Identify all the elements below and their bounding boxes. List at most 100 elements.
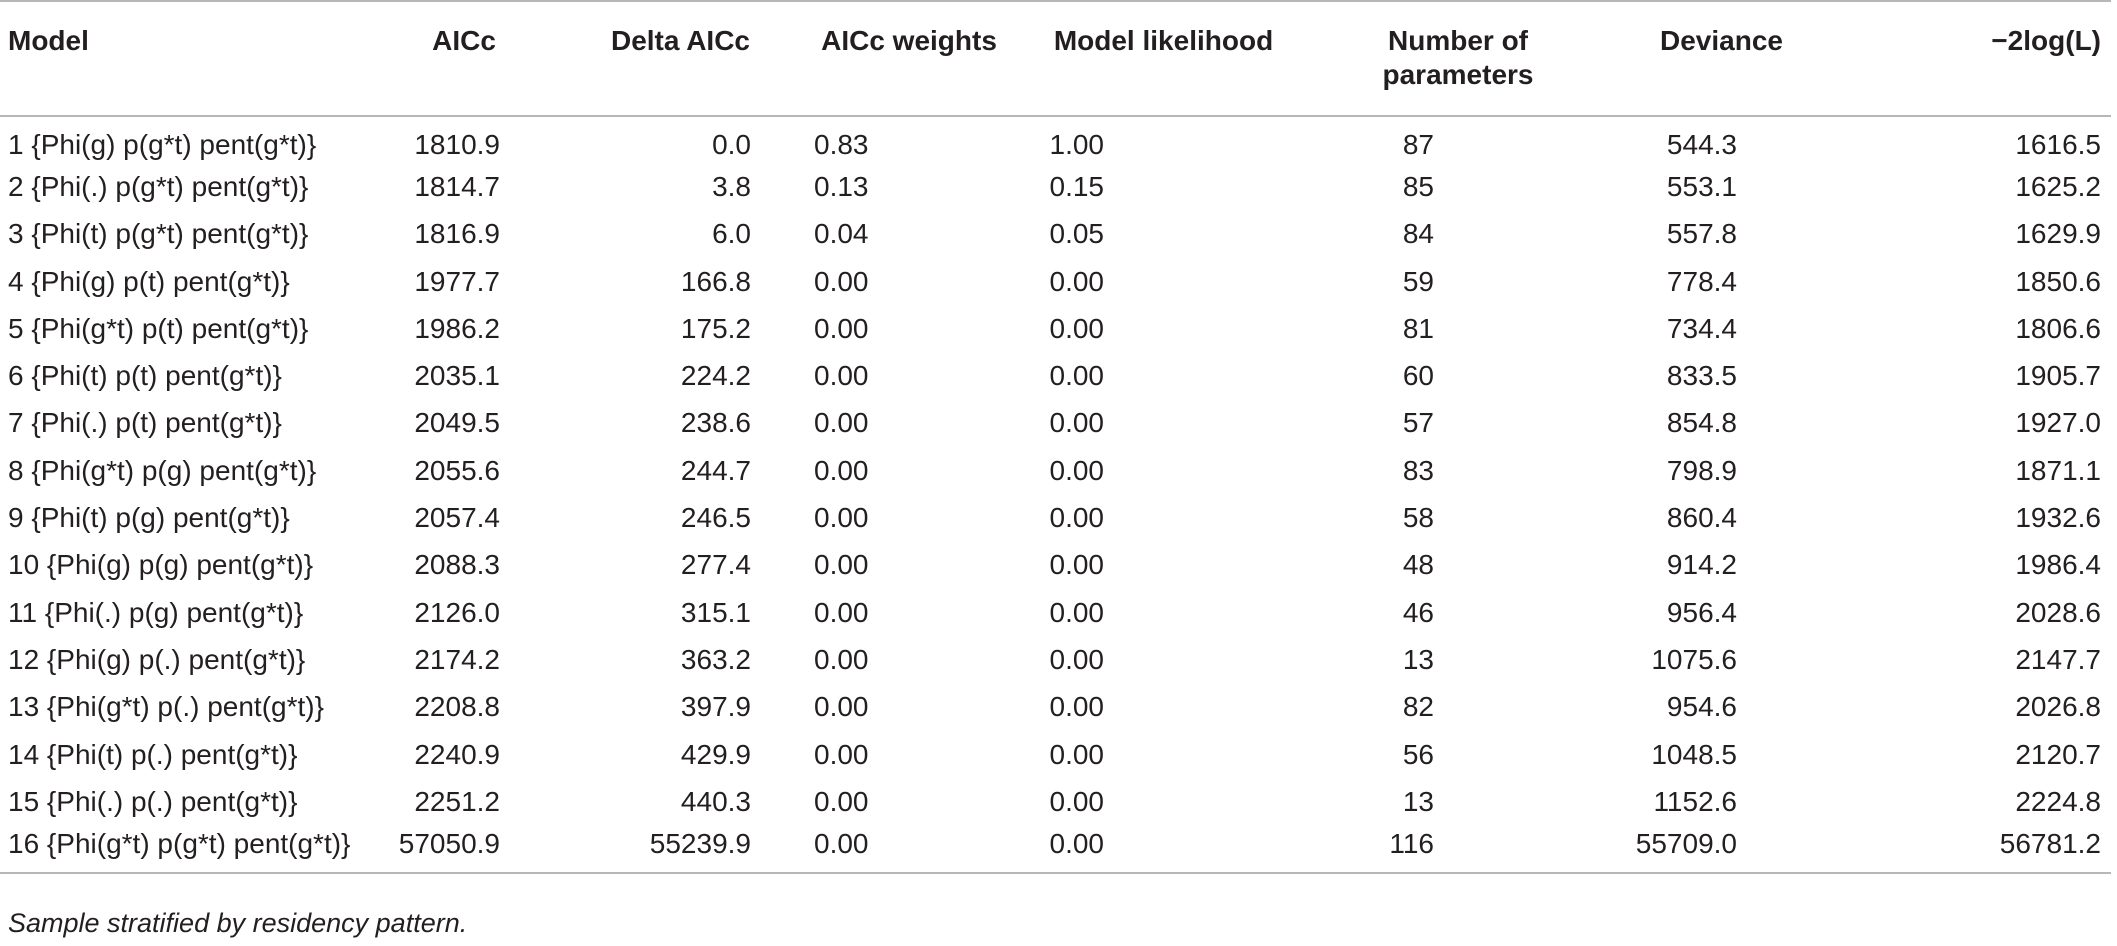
table-row: 16 {Phi(g*t) p(g*t) pent(g*t)} 57050.9 552…: [0, 825, 2111, 874]
cell-model-likelihood: 0.00: [1049, 312, 1105, 344]
cell-aicc: 2057.4: [414, 502, 500, 534]
cell-num-params: 13: [1402, 643, 1434, 675]
cell-neg2loglik: 1905.7: [2015, 360, 2101, 392]
cell-aicc: 1814.7: [414, 170, 500, 202]
cell-aicc-weight: 0.00: [814, 738, 869, 770]
cell-num-params: 59: [1402, 265, 1434, 297]
cell-delta-aicc: 55239.9: [548, 825, 813, 874]
header-row: Model AICc Delta AICc AICc weights Model…: [0, 0, 2111, 117]
cell-aicc: 2251.2: [414, 785, 500, 817]
cell-delta-aicc: 3.8: [712, 170, 751, 202]
cell-aicc: 2049.5: [414, 407, 500, 439]
cell-delta-aicc: 244.7: [680, 454, 751, 486]
cell-delta-aicc: 246.5: [680, 502, 751, 534]
cell-model-likelihood: 0.05: [1049, 218, 1105, 250]
table-row: 9 {Phi(t) p(g) pent(g*t)} 2057.4 246.5 0.00…: [0, 494, 2111, 541]
cell-deviance: 956.4: [1666, 596, 1737, 628]
cell-num-params: 82: [1402, 691, 1434, 723]
cell-delta-aicc: 0.0: [712, 129, 751, 161]
cell-aicc-weight: 0.00: [813, 825, 1005, 874]
cell-model-likelihood: 0.00: [1049, 454, 1105, 486]
cell-deviance: 854.8: [1666, 407, 1737, 439]
cell-aicc-weight: 0.00: [814, 691, 869, 723]
cell-aicc-weight: 0.00: [814, 502, 869, 534]
cell-num-params: 58: [1402, 502, 1434, 534]
cell-delta-aicc: 315.1: [680, 596, 751, 628]
cell-aicc: 2035.1: [414, 360, 500, 392]
cell-delta-aicc: 6.0: [712, 218, 751, 250]
table-body: 1 {Phi(g) p(g*t) pent(g*t)} 1810.9 0.0 0.83…: [0, 116, 2111, 874]
cell-aicc: 2208.8: [414, 691, 500, 723]
cell-aicc: 2055.6: [414, 454, 500, 486]
cell-model: 11 {Phi(.) p(g) pent(g*t)}: [8, 596, 304, 628]
cell-deviance: 557.8: [1666, 218, 1737, 250]
cell-model-likelihood: 0.00: [1049, 502, 1105, 534]
cell-deviance: 778.4: [1666, 265, 1737, 297]
table-row: 8 {Phi(g*t) p(g) pent(g*t)} 2055.6 244.7 0.…: [0, 447, 2111, 494]
cell-neg2loglik: 1932.6: [2015, 502, 2101, 534]
cell-num-params: 85: [1402, 170, 1434, 202]
cell-num-params: 56: [1402, 738, 1434, 770]
cell-delta-aicc: 224.2: [680, 360, 751, 392]
table-row: 6 {Phi(t) p(t) pent(g*t)} 2035.1 224.2 0.00…: [0, 352, 2111, 399]
cell-aicc-weight: 0.04: [814, 218, 869, 250]
cell-deviance: 954.6: [1666, 691, 1737, 723]
cell-aicc-weight: 0.83: [814, 129, 869, 161]
cell-model-likelihood: 0.00: [1049, 596, 1105, 628]
cell-aicc: 2126.0: [414, 596, 500, 628]
cell-aicc-weight: 0.00: [814, 643, 869, 675]
cell-deviance: 544.3: [1666, 129, 1737, 161]
cell-model: 6 {Phi(t) p(t) pent(g*t)}: [8, 360, 282, 392]
table-row: 12 {Phi(g) p(.) pent(g*t)} 2174.2 363.2 0.0…: [0, 636, 2111, 683]
cell-deviance: 798.9: [1666, 454, 1737, 486]
cell-num-params: 48: [1402, 549, 1434, 581]
cell-neg2loglik: 2028.6: [2015, 596, 2101, 628]
cell-delta-aicc: 166.8: [680, 265, 751, 297]
cell-deviance: 734.4: [1666, 312, 1737, 344]
cell-aicc: 57050.9: [380, 825, 548, 874]
cell-neg2loglik: 2026.8: [2015, 691, 2101, 723]
cell-model: 5 {Phi(g*t) p(t) pent(g*t)}: [8, 312, 309, 344]
cell-model-likelihood: 0.15: [1049, 170, 1105, 202]
table-row: 1 {Phi(g) p(g*t) pent(g*t)} 1810.9 0.0 0.83…: [0, 116, 2111, 163]
cell-model-likelihood: 0.00: [1049, 407, 1105, 439]
cell-neg2loglik: 1986.4: [2015, 549, 2101, 581]
cell-deviance: 55709.0: [1594, 825, 1849, 874]
table-row: 14 {Phi(t) p(.) pent(g*t)} 2240.9 429.9 0.0…: [0, 731, 2111, 778]
cell-model: 12 {Phi(g) p(.) pent(g*t)}: [8, 643, 306, 675]
header-model: Model: [0, 0, 380, 117]
cell-aicc-weight: 0.00: [814, 549, 869, 581]
cell-model: 14 {Phi(t) p(.) pent(g*t)}: [8, 738, 298, 770]
cell-model: 2 {Phi(.) p(g*t) pent(g*t)}: [8, 170, 309, 202]
cell-num-params: 60: [1402, 360, 1434, 392]
cell-aicc: 1977.7: [414, 265, 500, 297]
cell-model: 1 {Phi(g) p(g*t) pent(g*t)}: [8, 129, 317, 161]
table-footnote: Sample stratified by residency pattern.: [8, 908, 468, 938]
cell-num-params: 81: [1402, 312, 1434, 344]
cell-deviance: 914.2: [1666, 549, 1737, 581]
table-row: 10 {Phi(g) p(g) pent(g*t)} 2088.3 277.4 0.0…: [0, 542, 2111, 589]
cell-delta-aicc: 238.6: [680, 407, 751, 439]
cell-model-likelihood: 0.00: [1049, 785, 1105, 817]
header-model-likelihood: Model likelihood: [1005, 0, 1322, 117]
cell-model-likelihood: 0.00: [1049, 360, 1105, 392]
cell-delta-aicc: 363.2: [680, 643, 751, 675]
cell-delta-aicc: 440.3: [680, 785, 751, 817]
header-number-of-parameters: Number of parameters: [1322, 0, 1594, 117]
cell-neg2loglik: 2147.7: [2015, 643, 2101, 675]
cell-model-likelihood: 0.00: [1005, 825, 1322, 874]
cell-model: 16 {Phi(g*t) p(g*t) pent(g*t)}: [0, 825, 380, 874]
header-aicc: AICc: [380, 0, 548, 117]
table-row: 7 {Phi(.) p(t) pent(g*t)} 2049.5 238.6 0.00…: [0, 400, 2111, 447]
cell-neg2loglik: 1806.6: [2015, 312, 2101, 344]
header-deviance: Deviance: [1594, 0, 1849, 117]
cell-model: 8 {Phi(g*t) p(g) pent(g*t)}: [8, 454, 317, 486]
table-row: 3 {Phi(t) p(g*t) pent(g*t)} 1816.9 6.0 0.04…: [0, 211, 2111, 258]
table-row: 11 {Phi(.) p(g) pent(g*t)} 2126.0 315.1 0.0…: [0, 589, 2111, 636]
cell-num-params: 13: [1402, 785, 1434, 817]
cell-model: 10 {Phi(g) p(g) pent(g*t)}: [8, 549, 314, 581]
cell-neg2loglik: 1871.1: [2015, 454, 2101, 486]
cell-deviance: 860.4: [1666, 502, 1737, 534]
header-neg2loglik: −2log(L): [1849, 0, 2111, 117]
